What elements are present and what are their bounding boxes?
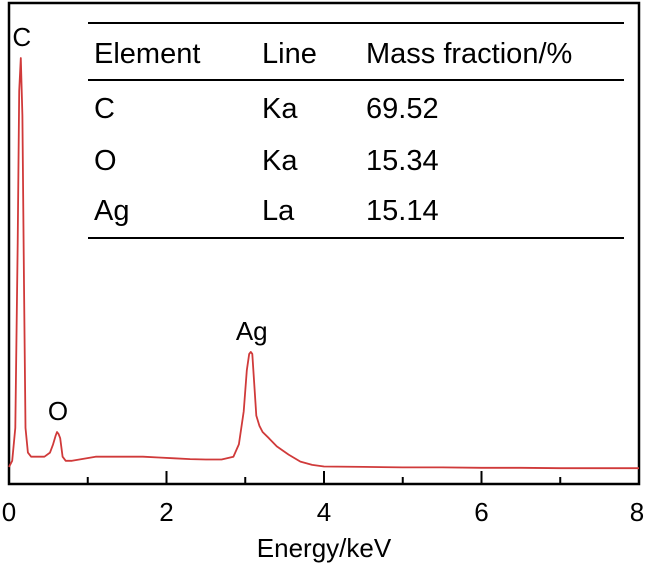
x-tick-label: 4 xyxy=(317,497,331,527)
table-header-line: Line xyxy=(262,38,317,70)
x-axis-ticks xyxy=(8,471,640,484)
table-cell-mass-fraction: 15.34 xyxy=(366,145,439,177)
table-cell-mass-fraction: 69.52 xyxy=(366,93,439,125)
mass-fraction-table: Element Line Mass fraction/% C Ka 69.52 … xyxy=(88,22,624,239)
table-cell-element: Ag xyxy=(94,195,129,227)
x-tick-label: 2 xyxy=(159,497,173,527)
x-tick-label: 8 xyxy=(630,497,644,527)
table-cell-element: O xyxy=(94,145,117,177)
x-tick-label: 0 xyxy=(2,497,16,527)
table-header-mass-fraction: Mass fraction/% xyxy=(366,38,572,70)
table-cell-element: C xyxy=(94,93,115,125)
peak-label: C xyxy=(12,22,31,52)
peak-label: Ag xyxy=(236,316,268,346)
table-cell-line: Ka xyxy=(262,145,298,177)
x-axis-title: Energy/keV xyxy=(257,533,392,563)
table-header-element: Element xyxy=(94,38,200,70)
table-cell-line: La xyxy=(262,195,295,227)
table-cell-mass-fraction: 15.14 xyxy=(366,195,439,227)
plot-frame xyxy=(7,1,641,486)
x-tick-label: 6 xyxy=(474,497,488,527)
x-axis-tick-labels: 0 2 4 6 8 xyxy=(2,497,644,527)
peak-label: O xyxy=(48,396,68,426)
spectrum-line xyxy=(8,57,639,470)
table-cell-line: Ka xyxy=(262,93,298,125)
